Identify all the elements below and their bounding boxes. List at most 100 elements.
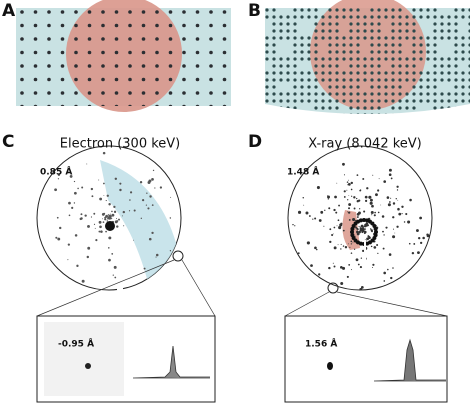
dot	[147, 181, 151, 184]
dot	[420, 241, 423, 245]
dot	[90, 187, 94, 191]
dot	[293, 85, 297, 89]
dot	[343, 190, 346, 193]
dot	[454, 64, 458, 68]
dot	[391, 106, 395, 110]
dot	[398, 8, 402, 12]
dot	[286, 113, 290, 114]
dot	[286, 36, 290, 40]
dot	[279, 22, 283, 26]
dot	[314, 22, 318, 26]
dot	[314, 64, 318, 68]
dot	[419, 85, 423, 89]
dot	[405, 99, 409, 103]
panel-label: C	[2, 132, 14, 152]
dot	[377, 189, 380, 192]
dot	[145, 204, 147, 206]
beam-a	[66, 0, 182, 112]
dot	[398, 57, 402, 61]
dot	[363, 225, 365, 228]
dot	[155, 104, 159, 106]
spot	[327, 362, 333, 370]
dot	[87, 104, 92, 106]
dot	[47, 37, 51, 41]
dot	[343, 196, 346, 198]
dot	[412, 99, 416, 103]
dot	[342, 57, 346, 61]
dot	[335, 99, 339, 103]
dot	[405, 113, 409, 114]
dot	[141, 50, 146, 55]
dot	[328, 8, 332, 12]
dot	[370, 8, 374, 12]
dot	[272, 22, 276, 26]
dot	[391, 92, 395, 96]
dot	[279, 71, 283, 75]
dot	[401, 213, 403, 215]
dot	[307, 36, 311, 40]
dot	[349, 71, 353, 75]
dot	[87, 50, 92, 55]
dot	[312, 218, 314, 220]
dot	[391, 8, 395, 12]
dot	[348, 179, 349, 181]
dot	[377, 57, 381, 61]
dot	[395, 281, 399, 285]
dot	[300, 99, 304, 103]
dot	[93, 223, 96, 225]
dot	[377, 92, 381, 96]
dot	[265, 85, 269, 89]
dot	[360, 285, 364, 289]
dot	[303, 265, 305, 268]
dot	[335, 211, 338, 214]
dot	[373, 246, 377, 249]
dot	[356, 92, 360, 96]
dot	[209, 104, 213, 106]
dot	[356, 43, 360, 47]
pattern-c	[54, 151, 172, 283]
dot	[387, 290, 390, 293]
dot	[107, 213, 109, 216]
dot	[146, 192, 148, 194]
dot	[168, 37, 173, 41]
dot	[310, 264, 313, 267]
dot	[101, 104, 105, 106]
dot	[20, 91, 24, 95]
dot	[370, 106, 374, 110]
dot	[426, 92, 430, 96]
dot	[370, 92, 374, 96]
dot	[149, 195, 152, 198]
dot	[364, 228, 366, 230]
dot	[380, 204, 382, 206]
dot	[363, 15, 367, 19]
dot	[300, 50, 304, 54]
dot	[105, 230, 107, 233]
dot	[279, 29, 283, 33]
dot	[433, 99, 437, 103]
dot	[108, 202, 111, 206]
dot	[356, 8, 360, 12]
dot	[368, 236, 371, 240]
dot	[265, 36, 269, 40]
dot	[279, 15, 283, 19]
dot	[114, 177, 118, 181]
dot	[222, 77, 227, 82]
dot	[440, 71, 444, 75]
dot	[307, 43, 311, 47]
dot	[334, 195, 337, 199]
dot	[209, 23, 213, 28]
dot	[350, 181, 353, 185]
dot	[182, 23, 186, 28]
dot	[102, 218, 103, 220]
dot	[375, 193, 378, 197]
dot	[47, 91, 51, 95]
dot	[195, 37, 200, 41]
dot	[119, 182, 122, 185]
dot	[390, 197, 392, 199]
dot	[398, 78, 402, 82]
dot	[314, 246, 317, 250]
dot	[108, 247, 110, 249]
dot	[422, 236, 425, 240]
dot	[398, 29, 402, 33]
dot	[361, 230, 364, 233]
